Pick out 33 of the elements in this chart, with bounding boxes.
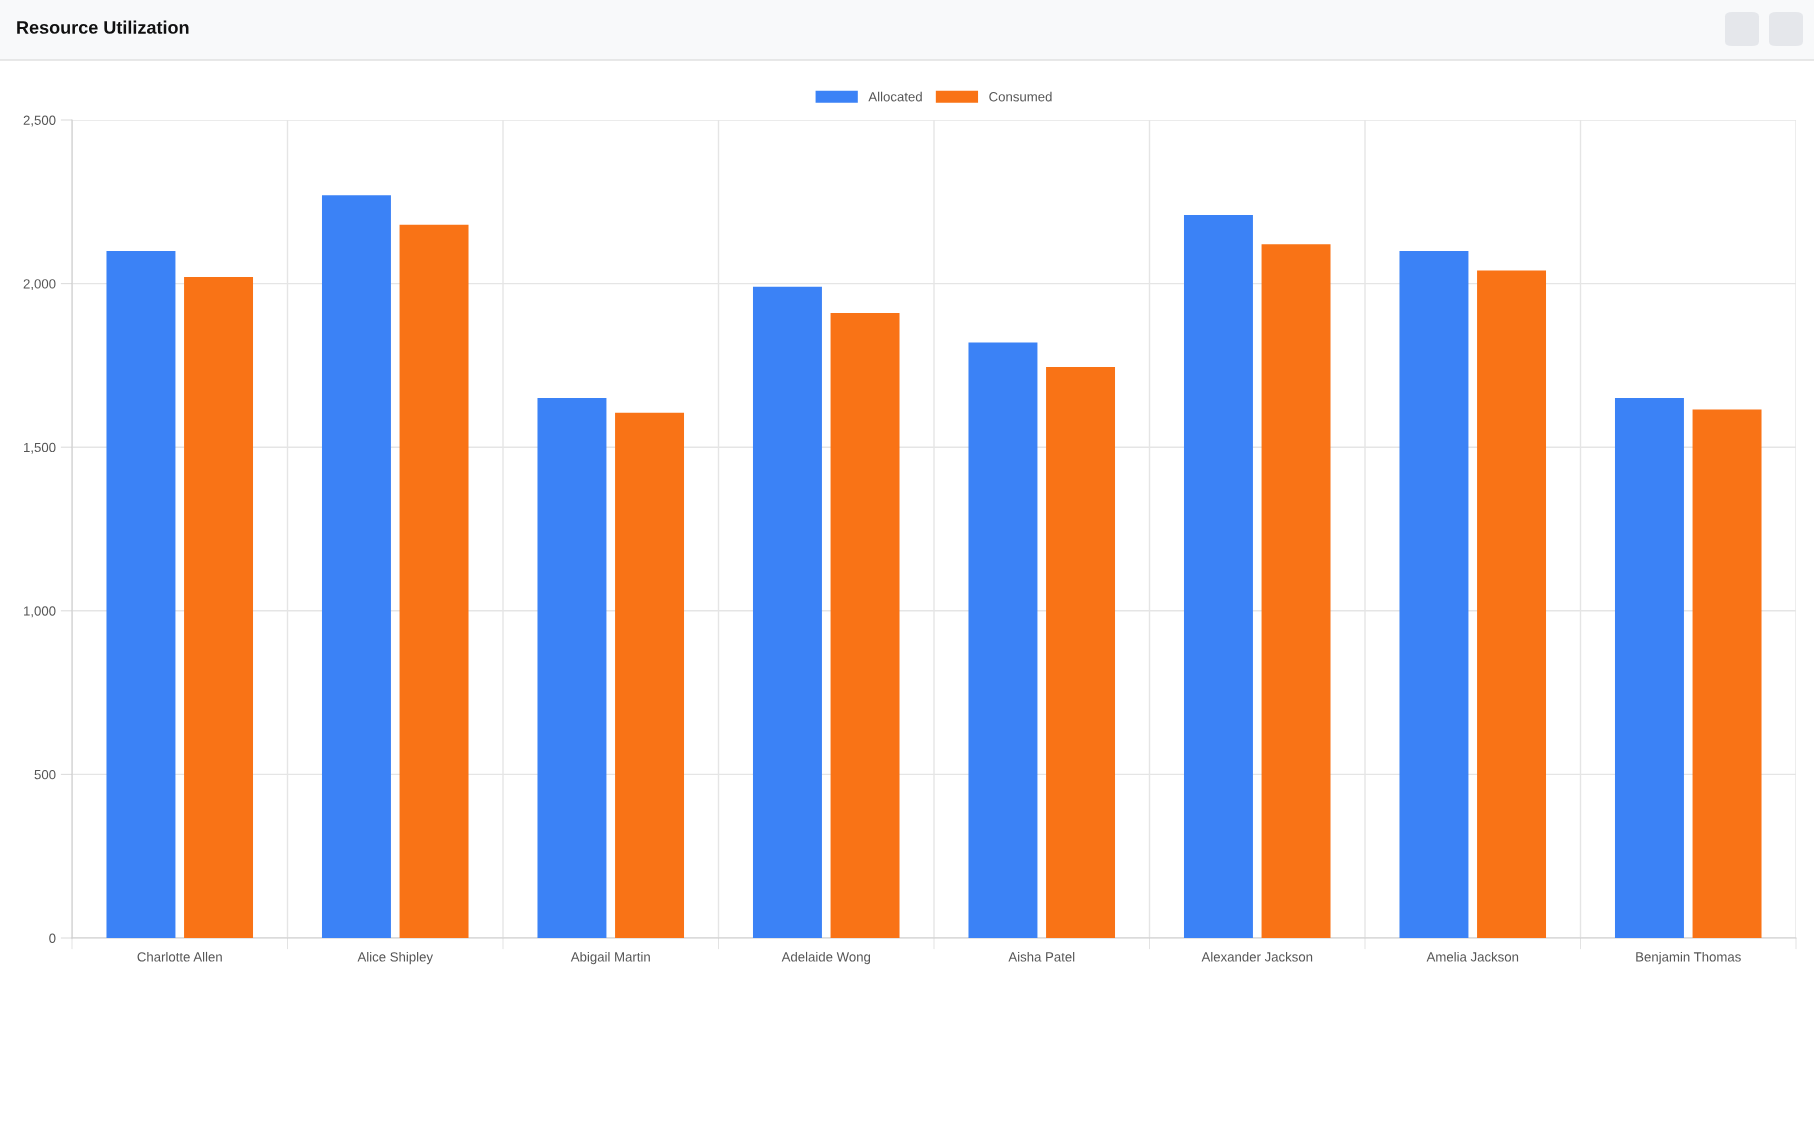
x-tick-label: Abigail Martin — [570, 951, 650, 965]
bar — [830, 313, 900, 938]
y-tick-label: 0 — [49, 933, 56, 943]
bar — [752, 286, 822, 938]
legend-label: Allocated — [868, 91, 922, 102]
y-tick-label: 2,500 — [23, 115, 56, 127]
bar — [1477, 270, 1547, 938]
bar — [1183, 214, 1253, 938]
x-tick-label: Alexander Jackson — [1201, 951, 1313, 962]
y-tick-label: 2,000 — [23, 279, 56, 291]
y-tick-label: 500 — [34, 769, 56, 780]
x-tick-label: Alice Shipley — [357, 951, 433, 965]
bar — [106, 250, 176, 938]
y-tick-label: 1,500 — [24, 442, 56, 454]
bar — [1614, 398, 1684, 938]
x-tick-label: Benjamin Thomas — [1636, 951, 1741, 965]
bar — [968, 342, 1038, 938]
bar — [537, 398, 607, 938]
bar — [615, 412, 685, 938]
chart-title: Resource Utilization — [17, 20, 189, 34]
y-tick-label: 1,000 — [24, 606, 56, 618]
legend-label: Consumed — [989, 91, 1052, 102]
x-tick-label: Adelaide Wong — [781, 951, 871, 965]
bar — [1261, 244, 1331, 938]
bar — [184, 277, 254, 938]
x-tick-label: Charlotte Allen — [137, 951, 222, 962]
x-tick-label: Amelia Jackson — [1426, 951, 1519, 962]
bar — [321, 195, 391, 938]
bar — [1046, 367, 1116, 938]
bar — [399, 224, 469, 938]
bar — [1399, 250, 1469, 938]
bar — [1692, 409, 1762, 938]
x-tick-label: Aisha Patel — [1008, 951, 1075, 962]
